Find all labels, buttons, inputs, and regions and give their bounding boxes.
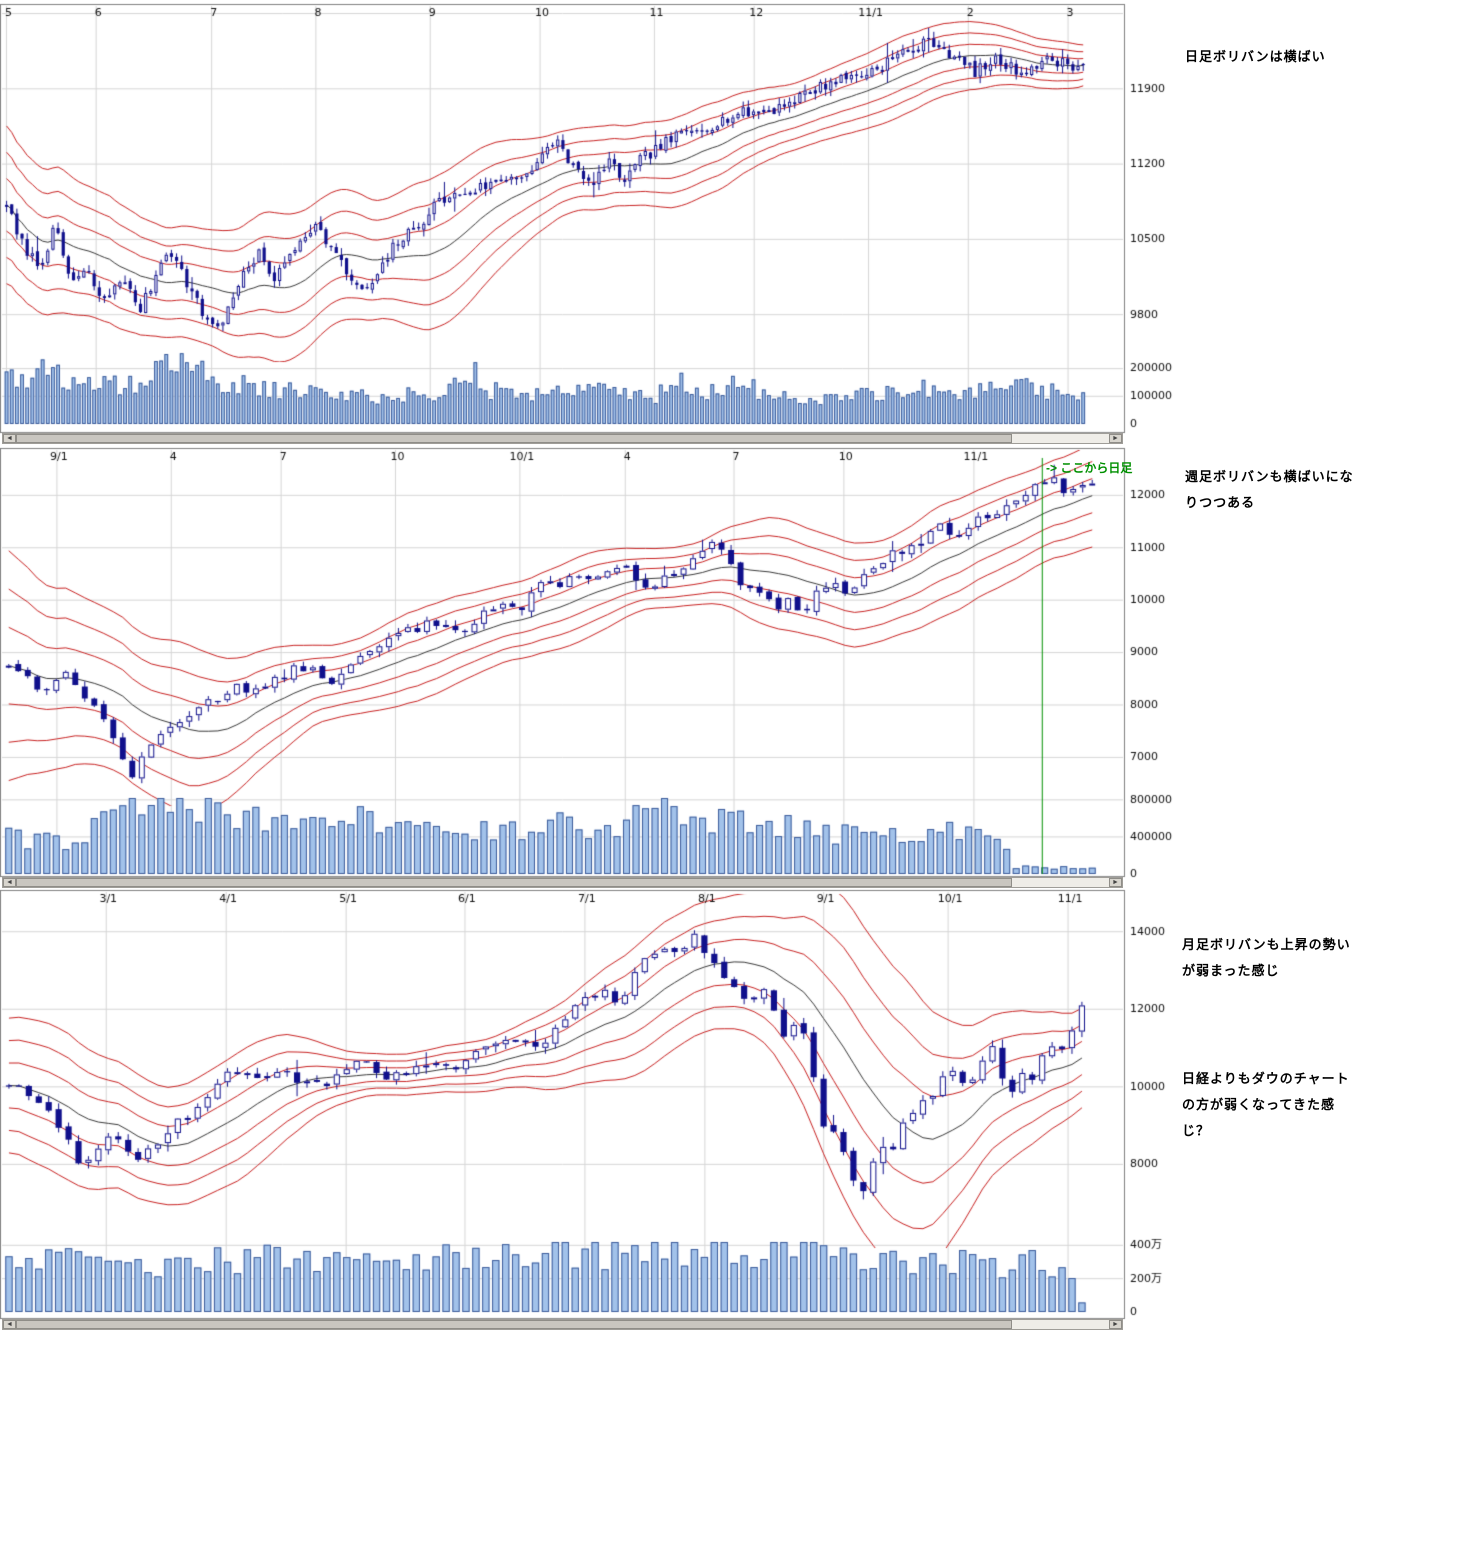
scroll-left-arrow-icon[interactable]: ◄	[3, 878, 16, 887]
monthly-annotation-line1: 月足ボリバンも上昇の勢い	[1182, 937, 1351, 952]
monthly-chart-scrollbar[interactable]: ◄ ►	[2, 1319, 1123, 1330]
scroll-right-arrow-icon[interactable]: ►	[1109, 1320, 1122, 1329]
comparison-annotation-line2: の方が弱くなってきた感	[1182, 1097, 1335, 1112]
scroll-right-arrow-icon[interactable]: ►	[1109, 434, 1122, 443]
monthly-annotation-line2: が弱まった感じ	[1182, 963, 1280, 978]
weekly-annotation-line2: りつつある	[1185, 495, 1256, 510]
scroll-left-arrow-icon[interactable]: ◄	[3, 1320, 16, 1329]
scroll-left-arrow-icon[interactable]: ◄	[3, 434, 16, 443]
daily-annotation: 日足ボリバンは横ばい	[1185, 49, 1326, 64]
scrollbar-thumb[interactable]	[16, 878, 1012, 887]
weekly-chart-scrollbar[interactable]: ◄ ►	[2, 877, 1123, 888]
comparison-annotation-line3: じ？	[1182, 1123, 1211, 1138]
scroll-right-arrow-icon[interactable]: ►	[1109, 878, 1122, 887]
comparison-annotation-line1: 日経よりもダウのチャート	[1182, 1071, 1350, 1086]
daily-chart-scrollbar[interactable]: ◄ ►	[2, 433, 1123, 444]
scrollbar-thumb[interactable]	[16, 434, 1012, 443]
scrollbar-thumb[interactable]	[16, 1320, 1012, 1329]
weekly-annotation-line1: 週足ボリバンも横ばいにな	[1185, 469, 1354, 484]
weekly-daily-start-marker-label: -> ここから日足	[1046, 461, 1133, 475]
